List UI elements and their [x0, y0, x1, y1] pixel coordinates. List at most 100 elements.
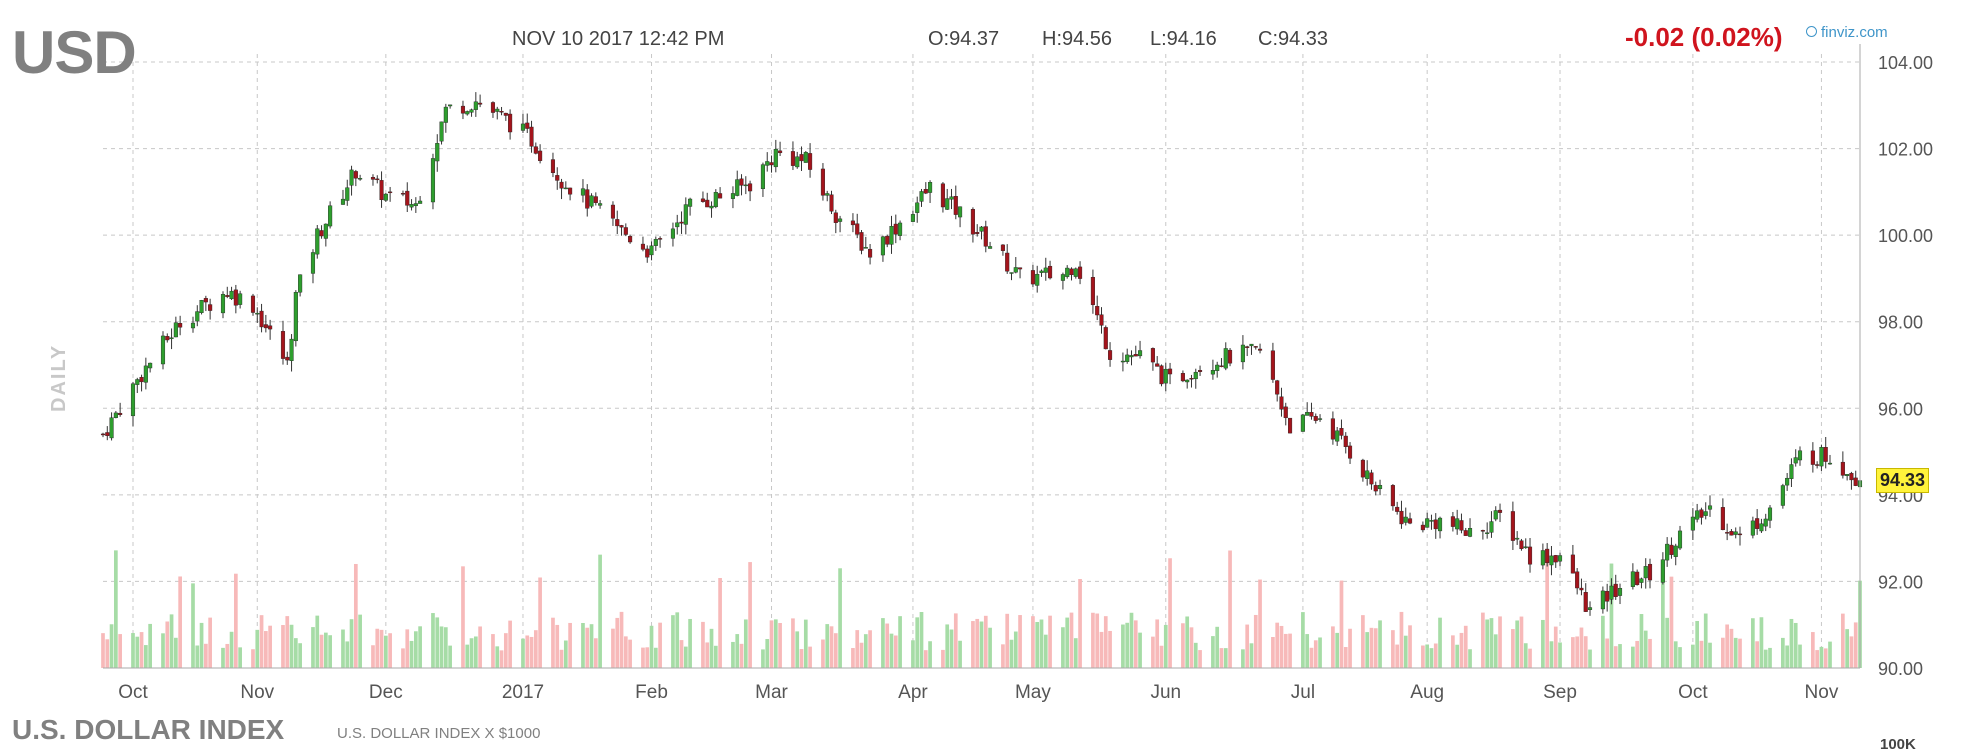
- candle-body: [1665, 543, 1670, 561]
- volume-bar: [191, 583, 195, 668]
- candle-body: [465, 111, 470, 115]
- candle-body: [1480, 530, 1485, 532]
- candle-body: [1737, 533, 1743, 536]
- x-tick-label: Jun: [1150, 682, 1181, 703]
- volume-bar: [1018, 615, 1022, 668]
- candle-body: [628, 236, 633, 243]
- candle-body: [825, 193, 830, 196]
- candle-body: [1360, 459, 1365, 478]
- volume-bar: [1099, 631, 1104, 668]
- volume-bar: [671, 615, 675, 668]
- candle-body: [1090, 276, 1095, 306]
- volume-bar: [898, 616, 902, 668]
- candle-body: [820, 168, 825, 196]
- volume-bar: [1438, 617, 1442, 668]
- candle-body: [1309, 412, 1314, 417]
- candle-body: [1129, 355, 1134, 358]
- volume-bar: [718, 577, 722, 668]
- volume-bar: [919, 611, 924, 668]
- volume-bar: [1429, 648, 1434, 668]
- x-tick-label: Aug: [1410, 682, 1444, 703]
- volume-bar: [1031, 616, 1035, 668]
- candle-body: [473, 101, 478, 110]
- candle-body: [1099, 314, 1104, 326]
- volume-bar: [1845, 629, 1849, 668]
- candle-body: [829, 194, 834, 212]
- volume-bar: [619, 611, 624, 668]
- candle-body: [1399, 510, 1404, 525]
- brand-text: finviz.com: [1821, 24, 1888, 41]
- volume-bar: [165, 621, 170, 668]
- candle-body: [1609, 585, 1614, 600]
- chart-axes: 90.0092.0094.0096.0098.00100.00102.00104…: [103, 44, 1933, 703]
- volume-bar: [388, 633, 392, 668]
- candle-body: [100, 433, 106, 436]
- volume-bar: [615, 617, 620, 668]
- volume-bar: [1198, 650, 1202, 668]
- candle-body: [1078, 266, 1083, 279]
- candle-body: [833, 212, 838, 223]
- candle-body: [880, 236, 885, 256]
- candle-body: [735, 179, 740, 196]
- volume-bar: [1061, 627, 1065, 668]
- candle-body: [225, 295, 230, 297]
- candle-body: [1557, 555, 1563, 562]
- volume-bar: [204, 643, 208, 668]
- candle-body: [289, 338, 294, 361]
- candle-body: [760, 164, 765, 190]
- candle-body: [790, 151, 795, 166]
- candle-body: [1815, 464, 1820, 466]
- candle-body: [1240, 344, 1245, 363]
- volume-bar: [105, 639, 110, 668]
- candle-body: [1347, 445, 1353, 459]
- volume-bar: [683, 646, 688, 668]
- volume-bar: [538, 577, 542, 668]
- candle-body: [1647, 563, 1653, 581]
- candle-body: [353, 171, 358, 179]
- volume-bar: [1275, 622, 1280, 668]
- candle-body: [190, 322, 196, 329]
- candle-body: [928, 182, 933, 193]
- candle-body: [1540, 550, 1545, 566]
- y-tick-label: 96.00: [1878, 399, 1923, 419]
- volume-bar: [1138, 632, 1142, 668]
- candle-body: [593, 196, 598, 203]
- candle-body: [1065, 267, 1070, 277]
- candle-body: [233, 289, 238, 306]
- volume-bar: [761, 649, 765, 668]
- candle-body: [1690, 516, 1695, 531]
- candle-body: [1617, 588, 1623, 596]
- volume-bar: [461, 566, 465, 668]
- volume-bar: [409, 640, 414, 668]
- candle-body: [130, 383, 136, 417]
- candle-body: [1095, 306, 1100, 316]
- candle-body: [495, 108, 500, 112]
- brand-link[interactable]: finviz.com: [1806, 24, 1888, 41]
- volume-bar: [773, 619, 778, 668]
- candle-body: [503, 112, 508, 116]
- candle-body: [1699, 509, 1704, 518]
- volume-bar: [623, 636, 628, 668]
- candle-body: [508, 113, 513, 133]
- candle-body: [945, 198, 950, 210]
- volume-bar: [1271, 636, 1275, 668]
- candle-body: [169, 337, 174, 339]
- volume-bar: [881, 618, 885, 668]
- volume-bar: [945, 624, 950, 668]
- candle-body: [118, 412, 123, 415]
- candle-body: [1365, 470, 1370, 479]
- volume-bar: [221, 647, 225, 668]
- volume-bar: [1601, 615, 1605, 668]
- candle-body: [478, 102, 483, 105]
- candle-body: [1450, 516, 1455, 527]
- volume-bar: [1348, 628, 1352, 668]
- volume-bar: [1215, 626, 1220, 668]
- volume-bar: [1751, 618, 1755, 668]
- candle-body: [1300, 414, 1305, 432]
- timeframe-label: DAILY: [48, 343, 70, 412]
- candle-body: [1455, 518, 1460, 530]
- candle-body: [1429, 520, 1434, 522]
- candle-body: [1793, 457, 1798, 464]
- volume-bar: [611, 628, 615, 668]
- volume-bar: [349, 619, 354, 668]
